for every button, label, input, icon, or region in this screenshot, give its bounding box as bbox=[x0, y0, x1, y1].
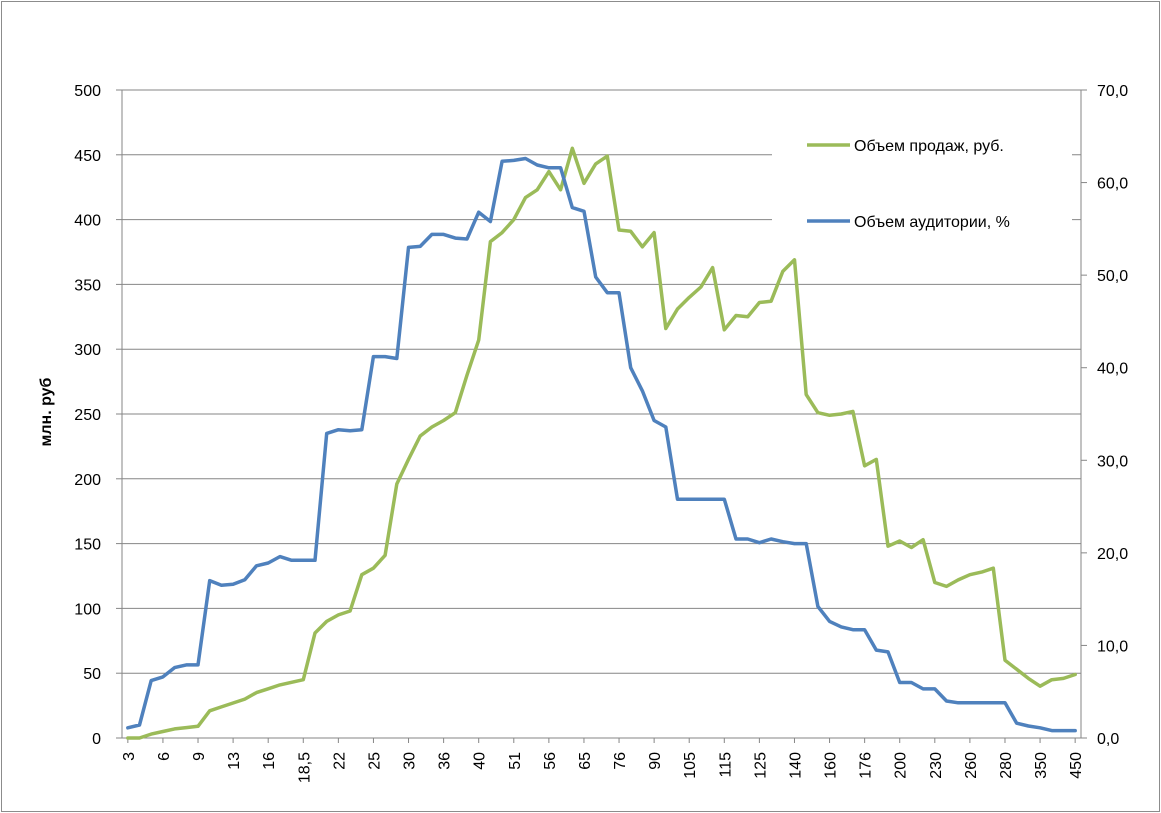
y-right-tick-label: 50,0 bbox=[1097, 268, 1128, 285]
x-tick-label: 115 bbox=[717, 752, 734, 778]
x-tick-label: 160 bbox=[823, 752, 840, 779]
series-line-audience bbox=[126, 156, 1077, 733]
x-tick-label: 260 bbox=[963, 752, 980, 779]
y-right-tick-label: 40,0 bbox=[1097, 361, 1128, 378]
tick-labels: 0 50 100 150 200 250 300 350 400 450 500 0,0 10,0 20,… bbox=[74, 83, 1128, 783]
y-left-tick-label: 50 bbox=[83, 666, 101, 683]
x-tick-label: 3 bbox=[121, 752, 138, 761]
y-left-tick-label: 350 bbox=[74, 277, 101, 294]
x-tick-label: 22 bbox=[331, 752, 348, 770]
y-left-tick-label: 200 bbox=[74, 472, 101, 489]
y-right-tick-label: 0,0 bbox=[1097, 731, 1119, 748]
x-tick-label: 200 bbox=[893, 752, 910, 779]
y-axis-title: млн. руб bbox=[38, 377, 55, 446]
y-right-tick-label: 10,0 bbox=[1097, 638, 1128, 655]
series-lines bbox=[126, 146, 1077, 740]
y-right-tick-label: 20,0 bbox=[1097, 546, 1128, 563]
legend-label-sales: Объем продаж, руб. bbox=[854, 138, 1004, 155]
x-tick-label: 230 bbox=[928, 752, 945, 779]
x-tick-label: 30 bbox=[402, 752, 419, 770]
x-tick-label: 16 bbox=[261, 752, 278, 770]
x-tick-label: 350 bbox=[1033, 752, 1050, 779]
x-tick-label: 90 bbox=[647, 752, 664, 770]
y-left-tick-label: 250 bbox=[74, 407, 101, 424]
gridlines bbox=[122, 89, 1081, 674]
y-left-tick-label: 100 bbox=[74, 601, 101, 618]
y-left-tick-label: 500 bbox=[74, 83, 101, 100]
x-tick-label: 140 bbox=[787, 752, 804, 779]
legend-background bbox=[772, 120, 1072, 245]
legend: Объем продаж, руб. Объем аудитории, % bbox=[772, 120, 1072, 245]
y-right-tick-label: 60,0 bbox=[1097, 176, 1128, 193]
x-tick-label: 6 bbox=[156, 752, 173, 761]
y-left-tick-label: 300 bbox=[74, 342, 101, 359]
series-line-sales bbox=[126, 146, 1077, 740]
x-tick-label: 18,5 bbox=[296, 752, 313, 783]
x-tick-label: 9 bbox=[191, 752, 208, 761]
x-tick-label: 13 bbox=[226, 752, 243, 770]
y-right-tick-label: 70,0 bbox=[1097, 83, 1128, 100]
x-tick-label: 280 bbox=[998, 752, 1015, 779]
x-tick-label: 450 bbox=[1068, 752, 1085, 779]
x-tick-label: 76 bbox=[612, 752, 629, 770]
y-left-tick-label: 400 bbox=[74, 213, 101, 230]
x-tick-label: 36 bbox=[437, 752, 454, 770]
x-tick-label: 25 bbox=[366, 752, 383, 770]
x-tick-label: 65 bbox=[577, 752, 594, 770]
y-left-tick-label: 0 bbox=[92, 731, 101, 748]
x-tick-label: 105 bbox=[682, 752, 699, 779]
x-tick-label: 125 bbox=[752, 752, 769, 779]
y-right-tick-label: 30,0 bbox=[1097, 453, 1128, 470]
x-tick-label: 176 bbox=[858, 752, 875, 779]
x-tick-label: 40 bbox=[472, 752, 489, 770]
y-left-tick-label: 150 bbox=[74, 537, 101, 554]
legend-label-audience: Объем аудитории, % bbox=[854, 214, 1010, 231]
axes bbox=[116, 89, 1087, 743]
x-tick-label: 56 bbox=[542, 752, 559, 770]
x-tick-label: 51 bbox=[507, 752, 524, 770]
y-left-tick-label: 450 bbox=[74, 148, 101, 165]
